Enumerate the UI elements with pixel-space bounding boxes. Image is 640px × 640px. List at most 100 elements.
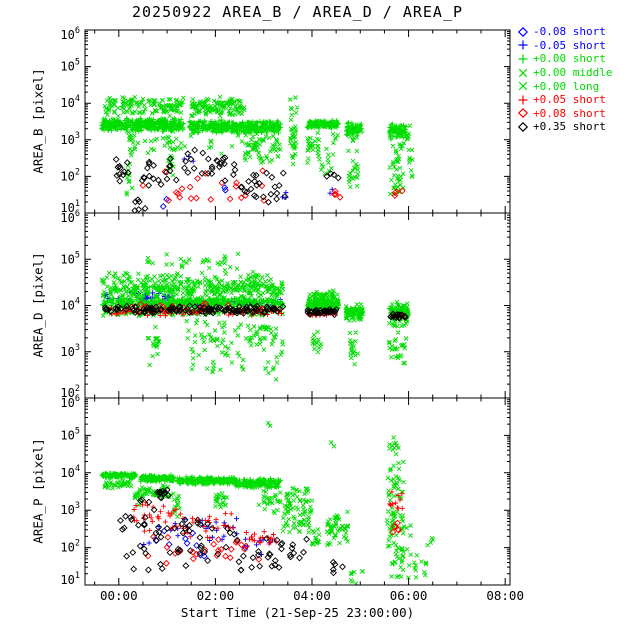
ytick-label: 104	[60, 94, 80, 110]
ytick-label: 106	[60, 394, 80, 410]
scatter-area_b-0-35-short	[231, 166, 289, 206]
ytick-label: 106	[60, 26, 80, 42]
scatter-area_p-0-00-long	[425, 535, 436, 548]
scatter-area_p-0-00-long	[411, 552, 429, 580]
scatter-area_p-0-08-short	[389, 519, 403, 536]
scatter-area_b-0-08-short	[391, 187, 406, 200]
scatter-area_b-0-00-short	[344, 120, 365, 138]
legend-item: -0.08 short	[517, 25, 612, 39]
legend-item: +0.00 short	[517, 52, 612, 66]
scatter-area_d-0-00-middle	[305, 288, 341, 313]
scatter-area_b-0-05-short	[327, 186, 335, 196]
scatter-area_p-0-35-short	[171, 516, 243, 570]
panel-area_d-points	[99, 251, 411, 382]
ytick-label: 103	[60, 501, 80, 517]
scatter-area_p-0-00-middle	[213, 491, 230, 510]
scatter-area_d-0-00-middle	[99, 269, 286, 307]
scatter-area_p-0-00-short	[99, 470, 138, 481]
ytick-label: 104	[60, 297, 80, 313]
scatter-area_p-0-35-short	[286, 535, 311, 562]
legend: -0.08 short -0.05 short +0.00 short +0.00 m…	[517, 25, 612, 134]
scatter-area_b-0-00-long	[223, 96, 242, 107]
panel-area_p-ticks	[85, 397, 510, 586]
scatter-area_d-0-00-middle	[343, 301, 365, 323]
ytick-label: 102	[60, 539, 80, 555]
ytick-label: 106	[60, 209, 80, 225]
scatter-area_d-0-00-long	[261, 324, 285, 382]
ytick-label: 103	[60, 131, 80, 147]
ytick-label: 102	[60, 167, 80, 183]
scatter-area_d-0-00-middle	[145, 251, 241, 273]
scatter-area_b-0-00-short	[304, 117, 341, 131]
legend-label: +0.08 short	[533, 106, 606, 120]
ytick-label: 104	[60, 464, 80, 480]
ytick-label: 101	[60, 571, 80, 587]
scatter-area_d-0-35-short	[101, 302, 287, 317]
legend-item: +0.35 short	[517, 120, 612, 134]
xtick-label: 06:00	[390, 588, 428, 603]
legend-item: +0.08 short	[517, 107, 612, 121]
scatter-area_p-0-35-short	[237, 535, 286, 574]
xtick-label: 08:00	[486, 588, 524, 603]
scatter-area_p-0-00-middle	[256, 488, 283, 516]
scatter-area_d-0-00-long	[243, 323, 266, 348]
scatter-area_b-0-35-short	[112, 155, 171, 189]
xlabel: Start Time (21-Sep-25 23:00:00)	[180, 605, 415, 620]
scatter-area_p-0-05-short	[131, 499, 179, 534]
scatter-area_p-0-00-long	[328, 440, 337, 449]
scatter-area_b-0-35-short	[165, 146, 238, 185]
legend-label: +0.00 middle	[533, 66, 613, 80]
scatter-area_b-0-00-middle	[287, 95, 300, 167]
scatter-area_p-0-00-long	[401, 523, 414, 580]
scatter-area_p-0-00-middle	[309, 527, 322, 547]
scatter-area_p-0-00-middle	[280, 485, 315, 535]
scatter-area_b-0-00-middle	[242, 123, 283, 166]
legend-label: +0.05 short	[533, 93, 606, 107]
legend-item: +0.00 long	[517, 79, 612, 93]
scatter-area_b-0-08-short	[221, 184, 229, 194]
plot-title: 20250922 AREA_B / AREA_D / AREA_P	[131, 3, 463, 21]
legend-item: +0.05 short	[517, 93, 612, 107]
scatter-area_p-0-00-long	[348, 568, 365, 585]
scatter-area_p-0-00-long	[265, 420, 273, 429]
scatter-area_b-0-00-middle	[346, 134, 361, 190]
panel-area_p-points	[99, 420, 436, 585]
panel-area_p: 101 102 103 104 105 106	[60, 394, 511, 587]
scatter-area_d-0-00-long	[347, 330, 361, 367]
scatter-area_b-0-00-short	[186, 117, 283, 137]
scatter-area_b-0-00-long	[132, 133, 280, 157]
scatter-area_d-0-00-long	[310, 329, 324, 355]
xtick-label: 02:00	[197, 588, 235, 603]
scatter-area_p-0-00-short	[232, 476, 283, 491]
scatter-area_p-0-00-short	[174, 474, 238, 487]
legend-label: +0.00 long	[533, 79, 600, 93]
scatter-area_b-0-00-middle	[189, 94, 247, 119]
scatter-area_b-0-08-short	[330, 187, 344, 201]
scatter-area_p-0-00-middle	[387, 435, 401, 457]
diamond-icon	[517, 108, 529, 119]
scatter-area_b-0-00-short	[99, 115, 186, 135]
panel-area_b-ticks	[85, 29, 510, 214]
legend-label: -0.08 short	[533, 25, 606, 39]
scatter-area_d-0-00-long	[184, 317, 246, 375]
scatter-area_p-0-00-middle	[384, 459, 406, 580]
legend-label: +0.35 short	[533, 120, 606, 134]
scatter-area_b-0-00-short	[387, 121, 409, 142]
scatter-area_p-0-00-middle	[132, 484, 146, 508]
xtick-label: 04:00	[293, 588, 331, 603]
x-icon	[518, 68, 528, 77]
ytick-label: 105	[60, 250, 80, 266]
legend-label: -0.05 short	[533, 38, 606, 52]
ytick-label: 105	[60, 58, 80, 74]
ytick-label: 105	[60, 426, 80, 442]
scatter-area_p-0-05-short	[387, 489, 405, 511]
scatter-area_p-0-35-short	[153, 486, 172, 502]
scatter-area_b-0-00-middle	[387, 140, 407, 197]
ytick-label: 103	[60, 343, 80, 359]
scatter-area_b-0-00-middle	[102, 94, 186, 119]
scatter-area_p-0-00-middle	[324, 509, 351, 548]
scatter-area_b-0-00-middle	[124, 128, 136, 197]
